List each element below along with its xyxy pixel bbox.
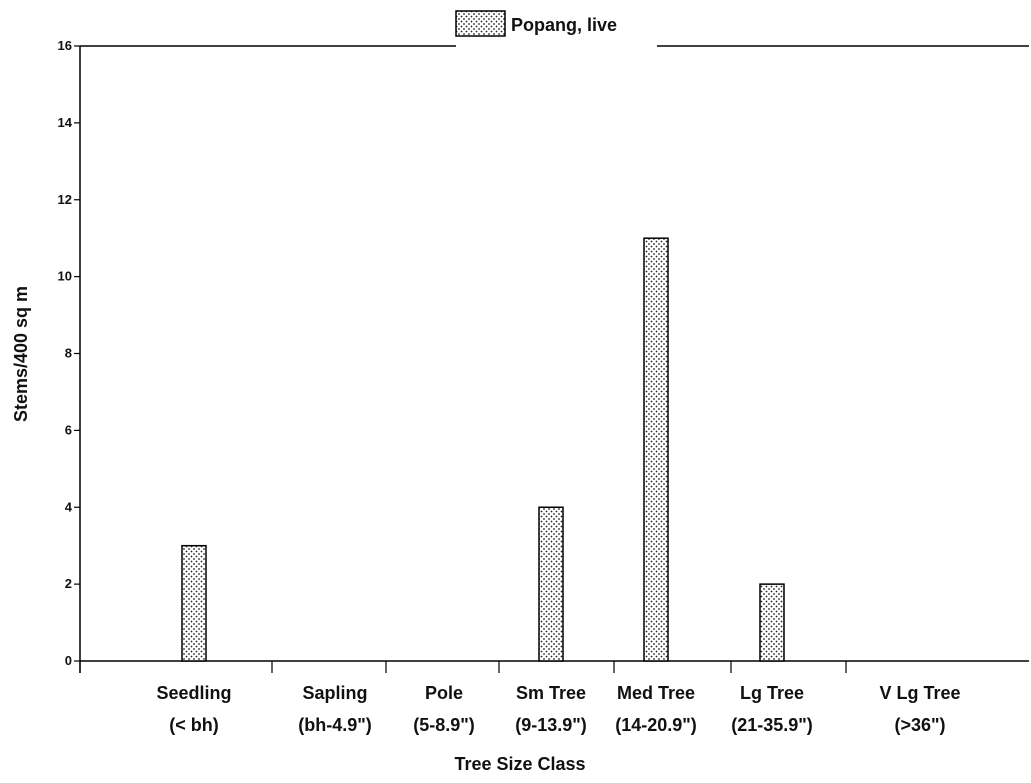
x-category-label: Pole	[425, 683, 463, 703]
y-tick-label: 14	[58, 115, 73, 130]
x-category-label: Seedling	[156, 683, 231, 703]
y-tick-label: 4	[65, 499, 73, 514]
legend: Popang, live	[455, 10, 617, 37]
x-category-label: V Lg Tree	[879, 683, 960, 703]
y-tick-label: 16	[58, 38, 72, 53]
x-category-label: Lg Tree	[740, 683, 804, 703]
x-category-label: (bh-4.9")	[298, 715, 372, 735]
x-category-label: (9-13.9")	[515, 715, 587, 735]
bars	[181, 237, 785, 662]
bar	[181, 544, 207, 662]
y-tick-label: 0	[65, 653, 72, 668]
y-tick-label: 12	[58, 192, 72, 207]
x-category-label: (< bh)	[169, 715, 219, 735]
x-category-label: Sm Tree	[516, 683, 586, 703]
x-category-label: (14-20.9")	[615, 715, 697, 735]
y-tick-label: 10	[58, 269, 72, 284]
x-category-label: Sapling	[302, 683, 367, 703]
x-category-label: (5-8.9")	[413, 715, 475, 735]
x-category-label: Med Tree	[617, 683, 695, 703]
bar	[538, 506, 564, 662]
bar	[759, 583, 785, 662]
y-tick-label: 8	[65, 346, 72, 361]
x-axis-title: Tree Size Class	[454, 754, 585, 774]
x-axis-labels: Seedling (< bh) Sapling (bh-4.9") Pole (5-8.9…	[156, 683, 960, 735]
y-tick-label: 6	[65, 422, 72, 437]
x-category-label: (21-35.9")	[731, 715, 813, 735]
bar	[643, 237, 669, 662]
y-axis-title: Stems/400 sq m	[11, 286, 31, 422]
x-category-label: (>36")	[894, 715, 945, 735]
legend-label: Popang, live	[511, 15, 617, 35]
axes	[79, 45, 1029, 673]
y-tick-label: 2	[65, 576, 72, 591]
y-axis-ticks: 0 2 4 6 8 10 12 14 16	[58, 38, 80, 668]
legend-swatch	[455, 10, 506, 37]
